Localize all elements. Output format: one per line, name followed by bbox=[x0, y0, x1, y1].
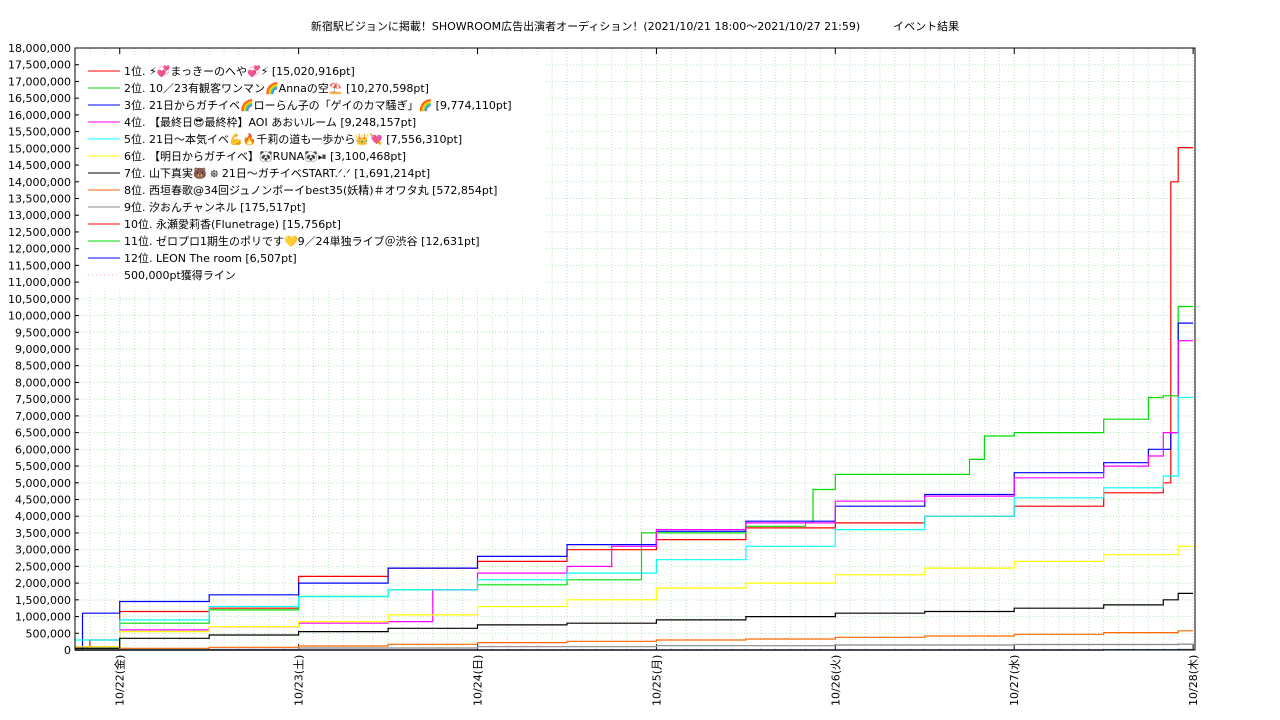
legend-label: 11位. ゼロプロ1期生のポリです💛9／24単独ライブ＠渋谷 [12,631pt… bbox=[124, 234, 480, 248]
y-tick-label: 11,000,000 bbox=[8, 276, 71, 289]
y-tick-label: 3,500,000 bbox=[15, 527, 71, 540]
legend-label: 2位. 10／23有観客ワンマン🌈Annaの空⛱️ [10,270,598pt] bbox=[124, 81, 429, 95]
y-tick-label: 0 bbox=[64, 644, 71, 657]
y-tick-label: 17,000,000 bbox=[8, 75, 71, 88]
x-tick-label: 10/25(月) bbox=[650, 655, 663, 706]
y-tick-label: 12,500,000 bbox=[8, 226, 71, 239]
y-tick-label: 1,000,000 bbox=[15, 611, 71, 624]
series-line bbox=[75, 396, 1194, 641]
series-line bbox=[75, 643, 1194, 651]
x-tick-label: 10/22(金) bbox=[113, 655, 127, 706]
legend-label: 6位. 【明日からガチイベ】🐼RUNA🐼⏯ [3,100,468pt] bbox=[124, 149, 406, 163]
legend-label: 4位. 【最終日😎最終枠】AOI あおいルーム [9,248,157pt] bbox=[124, 115, 416, 129]
y-tick-label: 13,000,000 bbox=[8, 209, 71, 222]
x-tick-label: 10/28(木) bbox=[1187, 655, 1200, 706]
y-tick-label: 17,500,000 bbox=[8, 59, 71, 72]
y-tick-label: 4,000,000 bbox=[15, 510, 71, 523]
y-tick-label: 8,000,000 bbox=[15, 376, 71, 389]
legend-label: 7位. 山下真実🐻 ᪥ 21日〜ガチイベSTART.ᐟ.ᐟ [1,691,214… bbox=[124, 166, 430, 180]
y-tick-label: 14,000,000 bbox=[8, 176, 71, 189]
y-tick-label: 11,500,000 bbox=[8, 259, 71, 272]
x-tick-label: 10/26(火) bbox=[829, 655, 842, 706]
legend-label: 3位. 21日からガチイベ🌈ローらん子の「ゲイのカマ騒ぎ」🌈 [9,774,11… bbox=[124, 98, 512, 112]
plot-frame bbox=[74, 47, 1196, 651]
y-tick-label: 9,000,000 bbox=[15, 343, 71, 356]
legend-label: 9位. 汐おんチャンネル [175,517pt] bbox=[124, 200, 306, 214]
y-tick-label: 6,500,000 bbox=[15, 427, 71, 440]
y-tick-label: 13,500,000 bbox=[8, 193, 71, 206]
y-tick-label: 8,500,000 bbox=[15, 360, 71, 373]
y-tick-label: 14,500,000 bbox=[8, 159, 71, 172]
y-tick-label: 1,500,000 bbox=[15, 594, 71, 607]
legend-label: 12位. LEON The room [6,507pt] bbox=[124, 251, 297, 265]
series-line bbox=[75, 630, 1194, 651]
y-tick-label: 5,000,000 bbox=[15, 477, 71, 490]
y-tick-label: 2,000,000 bbox=[15, 577, 71, 590]
legend-label: 8位. 西垣春歌@34回ジュノンボーイbest35(妖精)＃オワタ丸 [572,… bbox=[124, 183, 497, 197]
x-tick-label: 10/24(日) bbox=[472, 655, 485, 706]
legend-background bbox=[80, 55, 546, 289]
y-tick-label: 10,000,000 bbox=[8, 310, 71, 323]
y-tick-label: 16,500,000 bbox=[8, 92, 71, 105]
y-tick-label: 15,500,000 bbox=[8, 126, 71, 139]
legend-label: 1位. ⚡💞まっきーのへや💞⚡ [15,020,916pt] bbox=[124, 64, 355, 78]
y-tick-label: 10,500,000 bbox=[8, 293, 71, 306]
y-axis: 0 500,000 1,000,000 1,500,000 2,000,000 2,500… bbox=[8, 42, 79, 657]
y-tick-label: 500,000 bbox=[26, 627, 72, 640]
x-tick-label: 10/27(水) bbox=[1008, 655, 1021, 706]
y-tick-label: 5,500,000 bbox=[15, 460, 71, 473]
x-tick-label: 10/23(土) bbox=[293, 655, 306, 706]
series-line bbox=[75, 545, 1194, 648]
y-tick-label: 3,000,000 bbox=[15, 544, 71, 557]
legend-label: 500,000pt獲得ライン bbox=[124, 269, 236, 282]
y-tick-label: 9,500,000 bbox=[15, 326, 71, 339]
y-tick-label: 18,000,000 bbox=[8, 42, 71, 55]
legend-label: 10位. 永瀬愛莉香(Flunetrage) [15,756pt] bbox=[124, 217, 341, 231]
y-tick-label: 7,000,000 bbox=[15, 410, 71, 423]
y-tick-label: 16,000,000 bbox=[8, 109, 71, 122]
chart-title: 新宿駅ビジョンに掲載！SHOWROOM広告出演者オーディション！(2021/10… bbox=[311, 19, 959, 33]
y-tick-label: 12,000,000 bbox=[8, 243, 71, 256]
series-line bbox=[75, 592, 1194, 649]
series-line bbox=[75, 340, 1194, 648]
legend-label: 5位. 21日〜本気イベ💪🔥千莉の道も一歩から👑💘 [7,556,310pt] bbox=[124, 132, 462, 146]
legend: 1位. ⚡💞まっきーのへや💞⚡ [15,020,916pt] 2位. 10／23有… bbox=[88, 64, 512, 282]
y-tick-label: 15,000,000 bbox=[8, 142, 71, 155]
y-tick-label: 4,500,000 bbox=[15, 494, 71, 507]
series-line bbox=[75, 322, 1194, 651]
y-tick-label: 6,000,000 bbox=[15, 443, 71, 456]
y-tick-label: 2,500,000 bbox=[15, 560, 71, 573]
y-tick-label: 7,500,000 bbox=[15, 393, 71, 406]
